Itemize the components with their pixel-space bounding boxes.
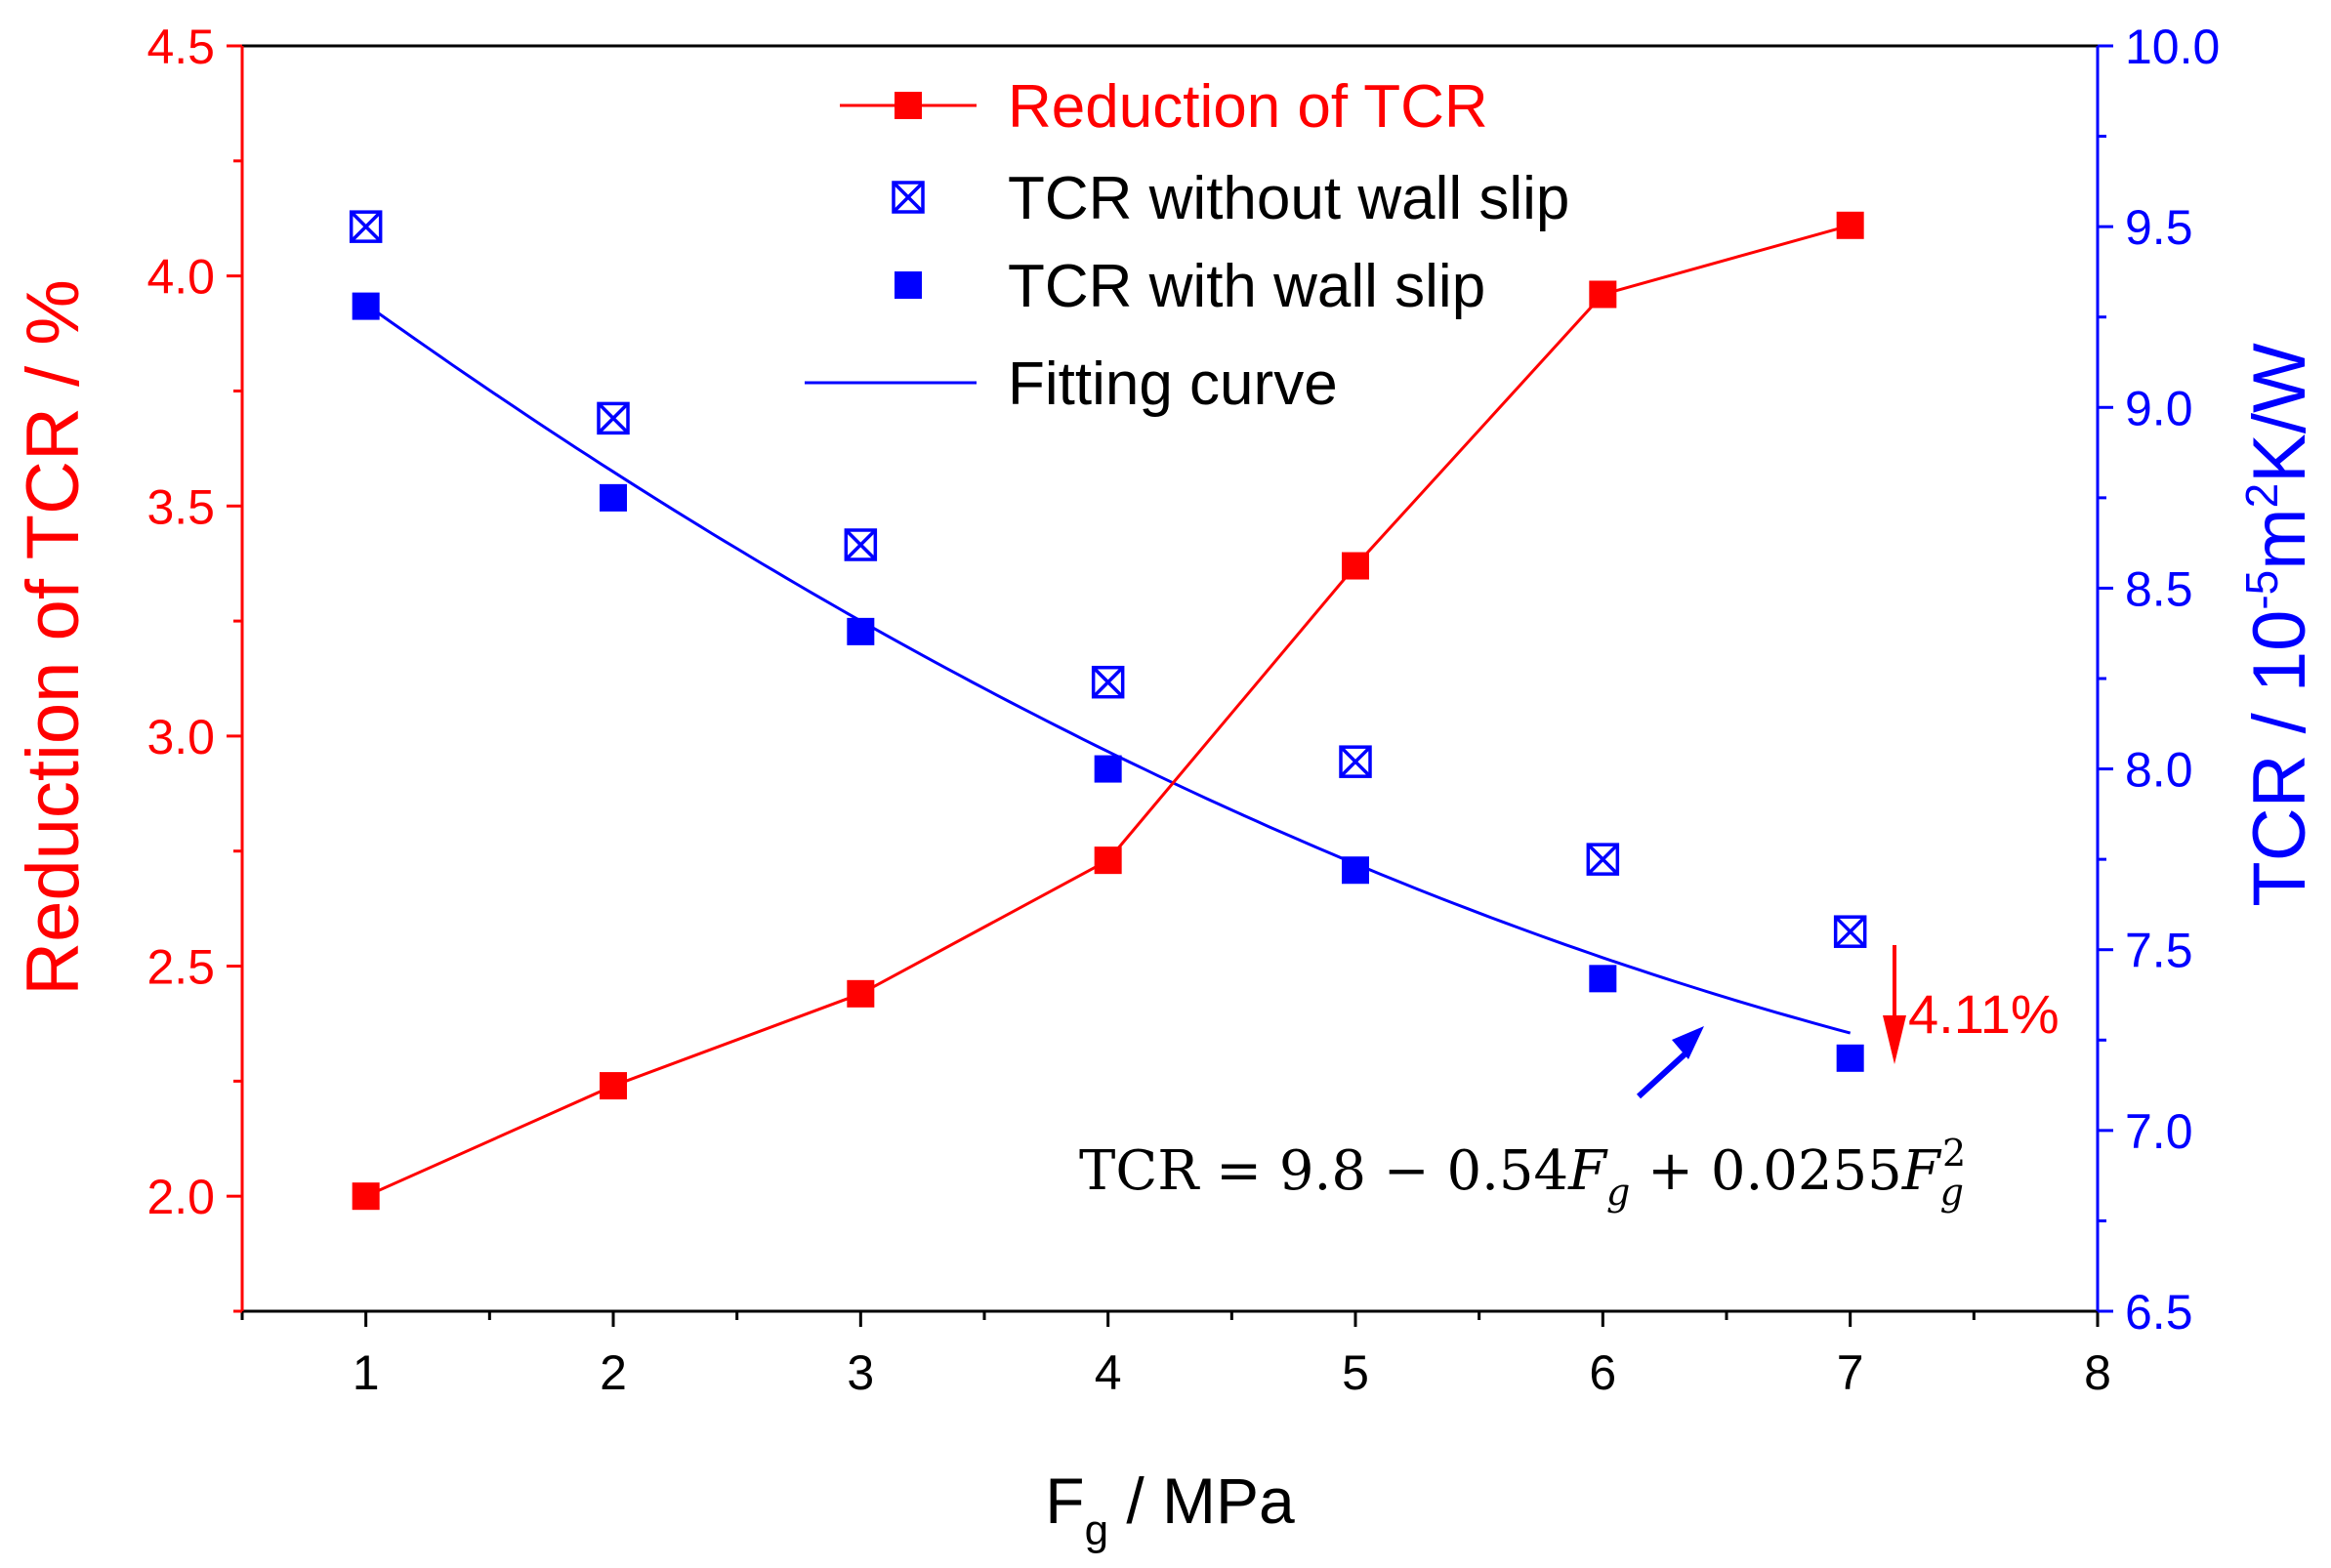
legend-label-with-slip: TCR with wall slip bbox=[1008, 253, 1485, 320]
tcr-without-slip-point bbox=[1833, 915, 1867, 948]
legend: Reduction of TCR TCR without wall slip TCR… bbox=[805, 73, 1569, 418]
marker-cross bbox=[1587, 843, 1619, 876]
y-right-tick-label: 9.0 bbox=[2125, 381, 2193, 435]
fit-equation: TCR = 9.8 − 0.54Fg + 0.0255Fg2 bbox=[1079, 1132, 1966, 1214]
tcr-without-slip-point bbox=[844, 528, 878, 561]
tcr-with-slip-point bbox=[1836, 1044, 1864, 1072]
y-right-tick-label: 6.5 bbox=[2125, 1285, 2193, 1340]
y-left-tick-label: 2.0 bbox=[146, 1170, 215, 1224]
tcr-without-slip-point bbox=[349, 210, 383, 243]
x-tick-label: 4 bbox=[1095, 1345, 1122, 1400]
tcr-with-slip-point bbox=[1094, 755, 1122, 783]
y-left-axis-title: Reduction of TCR / % bbox=[12, 279, 95, 996]
y-right-tick-label: 9.5 bbox=[2125, 200, 2193, 255]
x-tick-label: 5 bbox=[1342, 1345, 1369, 1400]
x-axis-title: Fg / MPa bbox=[1045, 1465, 1295, 1554]
y-left-tick-label: 3.0 bbox=[146, 710, 215, 764]
x-tick-label: 7 bbox=[1837, 1345, 1864, 1400]
y-left-tick-label: 4.5 bbox=[146, 20, 215, 74]
y-right-tick-label: 7.0 bbox=[2125, 1104, 2193, 1159]
tcr-with-slip-point bbox=[352, 292, 380, 320]
reduction-point bbox=[600, 1072, 627, 1100]
reduction-point bbox=[847, 979, 875, 1008]
marker-cross bbox=[845, 528, 877, 561]
x-tick-label: 3 bbox=[847, 1345, 874, 1400]
y-left-tick-label: 4.0 bbox=[146, 250, 215, 305]
marker-cross bbox=[350, 210, 382, 243]
reduction-arrow-head bbox=[1883, 1015, 1906, 1064]
x-tick-label: 6 bbox=[1589, 1345, 1616, 1400]
tcr-without-slip-point bbox=[1339, 745, 1372, 778]
y-right-tick-label: 8.0 bbox=[2125, 743, 2193, 798]
curve-arrow-shaft bbox=[1636, 1052, 1687, 1099]
legend-marker-with-slip bbox=[895, 271, 922, 299]
legend-marker-reduction bbox=[895, 92, 922, 119]
x-tick-label: 2 bbox=[600, 1345, 627, 1400]
series bbox=[349, 210, 1867, 1211]
marker-cross bbox=[892, 181, 925, 214]
tcr-with-slip-point bbox=[1342, 856, 1369, 885]
x-tick-label: 1 bbox=[353, 1345, 380, 1400]
y-left-tick-label: 3.5 bbox=[146, 479, 215, 534]
fitting-curve bbox=[364, 303, 1852, 1035]
annotations: 4.11% TCR = 9.8 − 0.54Fg + 0.0255Fg2 bbox=[1079, 945, 2060, 1214]
y-right-tick-label: 10.0 bbox=[2125, 20, 2220, 74]
marker-cross bbox=[1092, 666, 1124, 698]
legend-marker-without-slip bbox=[892, 181, 925, 214]
reduction-point bbox=[352, 1182, 380, 1211]
marker-cross bbox=[597, 402, 630, 434]
axes: 1 2 3 4 5 6 7 8 2.0 2.5 3.0 3.5 4.0 4.5 6.5 7.0 7.5 8.0 8.… bbox=[12, 20, 2321, 1554]
x-tick-label: 8 bbox=[2084, 1345, 2111, 1400]
y-right-axis-title: TCR / 10-5m2K/W bbox=[2236, 343, 2321, 907]
marker-cross bbox=[1339, 745, 1372, 778]
legend-label-fitting: Fitting curve bbox=[1008, 351, 1338, 418]
legend-label-reduction: Reduction of TCR bbox=[1008, 73, 1488, 141]
tcr-with-slip-point bbox=[1589, 965, 1617, 993]
tcr-without-slip-point bbox=[597, 401, 630, 435]
tcr-without-slip-point bbox=[1091, 665, 1125, 699]
legend-label-without-slip: TCR without wall slip bbox=[1008, 165, 1569, 232]
y-left-tick-label: 2.5 bbox=[146, 940, 215, 995]
reduction-point bbox=[1836, 211, 1864, 239]
reduction-label: 4.11% bbox=[1908, 983, 2060, 1045]
reduction-point bbox=[1094, 846, 1122, 875]
tcr-with-slip-point bbox=[600, 483, 627, 512]
y-right-tick-label: 7.5 bbox=[2125, 924, 2193, 978]
y-right-tick-label: 8.5 bbox=[2125, 561, 2193, 616]
reduction-point bbox=[1342, 552, 1369, 580]
curve-arrow-head bbox=[1672, 1026, 1704, 1059]
marker-cross bbox=[1834, 915, 1866, 948]
reduction-point bbox=[1589, 280, 1617, 309]
tcr-without-slip-point bbox=[1586, 843, 1620, 876]
tcr-with-slip-point bbox=[847, 617, 875, 645]
